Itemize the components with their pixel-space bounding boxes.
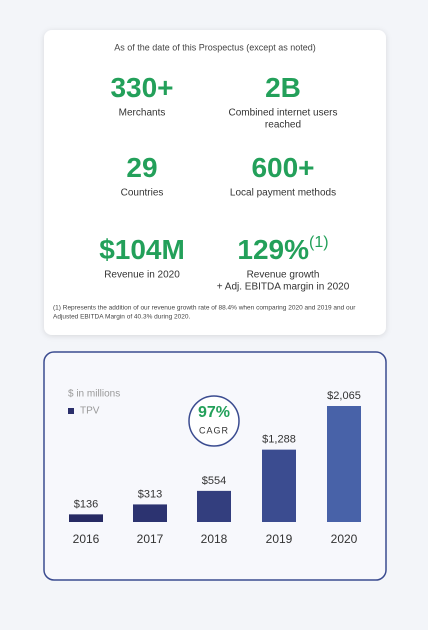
bar bbox=[69, 514, 103, 522]
legend-label: TPV bbox=[80, 406, 100, 417]
legend-swatch bbox=[68, 408, 74, 414]
value-label: $136 bbox=[74, 498, 98, 510]
cagr-label: CAGR bbox=[199, 425, 229, 435]
value-label: $554 bbox=[202, 475, 226, 487]
bar bbox=[133, 504, 167, 522]
stat-value-text: 29 bbox=[126, 152, 157, 183]
x-tick-label: 2018 bbox=[201, 532, 228, 546]
stat-superscript: (1) bbox=[309, 234, 329, 251]
stat-label: Merchants bbox=[119, 108, 166, 119]
x-tick-label: 2017 bbox=[137, 532, 164, 546]
cagr-value: 97% bbox=[198, 404, 230, 421]
stat-label: Revenue in 2020 bbox=[104, 270, 180, 281]
chart-card bbox=[43, 351, 387, 581]
cagr-circle bbox=[188, 395, 240, 447]
stat-label: + Adj. EBITDA margin in 2020 bbox=[217, 282, 350, 293]
stat-label: Local payment methods bbox=[230, 188, 336, 199]
stat-value-text: $104M bbox=[99, 234, 185, 265]
footnote: (1) Represents the addition of our reven… bbox=[53, 305, 356, 312]
stats-header: As of the date of this Prospectus (excep… bbox=[114, 42, 316, 52]
stat-label: Countries bbox=[121, 188, 164, 199]
x-tick-label: 2020 bbox=[331, 532, 358, 546]
value-label: $2,065 bbox=[327, 390, 361, 402]
chart-subtitle: $ in millions bbox=[68, 389, 120, 400]
value-label: $1,288 bbox=[262, 434, 296, 446]
stat-value: 2B bbox=[265, 72, 301, 103]
stat-value-text: 2B bbox=[265, 72, 301, 103]
bar bbox=[327, 406, 361, 522]
footnote: Adjusted EBITDA Margin of 40.3% during 2… bbox=[53, 314, 190, 321]
stat-label: Combined internet users bbox=[229, 108, 338, 119]
stat-value-text: 600+ bbox=[251, 152, 314, 183]
bar bbox=[197, 490, 231, 522]
stat-value: 600+ bbox=[251, 152, 314, 183]
stat-label: reached bbox=[265, 120, 301, 131]
stat-value-text: 129% bbox=[237, 234, 309, 265]
stat-label: Revenue growth bbox=[247, 270, 320, 281]
stat-value: 29 bbox=[126, 152, 157, 183]
value-label: $313 bbox=[138, 488, 162, 500]
stat-value: $104M bbox=[99, 234, 185, 265]
x-tick-label: 2016 bbox=[73, 532, 100, 546]
stats-card bbox=[44, 30, 386, 335]
bar bbox=[262, 449, 296, 522]
stat-value-text: 330+ bbox=[110, 72, 173, 103]
stat-value: 129%(1) bbox=[237, 234, 328, 265]
x-tick-label: 2019 bbox=[266, 532, 293, 546]
stat-value: 330+ bbox=[110, 72, 173, 103]
